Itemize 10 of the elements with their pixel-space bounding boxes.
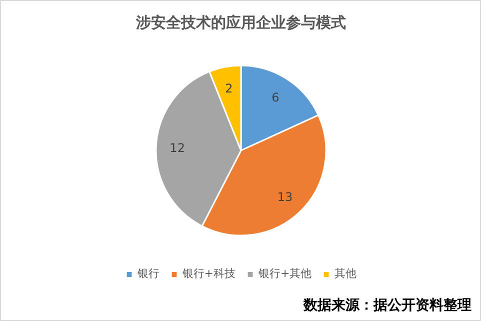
legend-label: 银行 xyxy=(137,266,160,281)
data-label: 13 xyxy=(277,190,293,204)
legend-label: 银行+科技 xyxy=(182,266,236,281)
legend-label: 其他 xyxy=(334,266,357,281)
legend-label: 银行+其他 xyxy=(258,266,312,281)
chart-title: 涉安全技术的应用企业参与模式 xyxy=(135,14,346,32)
data-label: 2 xyxy=(225,81,233,96)
source-note: 数据来源：据公开资料整理 xyxy=(302,298,472,314)
data-label: 6 xyxy=(272,90,280,104)
data-label: 12 xyxy=(170,140,185,155)
